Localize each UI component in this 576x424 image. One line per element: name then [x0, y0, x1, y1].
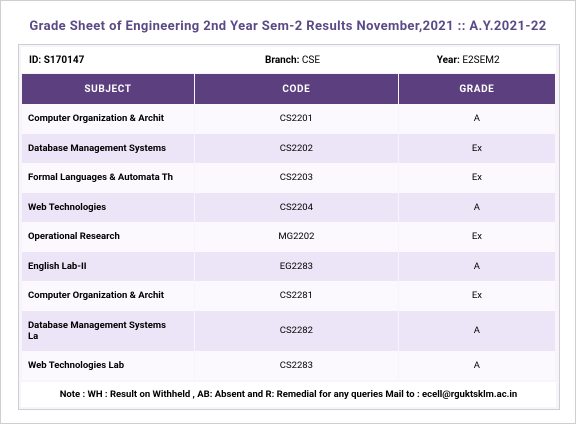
cell-code: MG2202	[195, 222, 398, 252]
cell-grade: A	[398, 104, 555, 134]
cell-text: Formal Languages & Automata Th	[28, 172, 173, 184]
cell-grade: Ex	[398, 133, 555, 163]
cell-grade: A	[398, 251, 555, 281]
info-label: ID:	[29, 54, 42, 66]
cell-text: Ex	[471, 290, 482, 302]
column-header: CODE	[195, 74, 398, 104]
info-item: Year: E2SEM2	[380, 55, 556, 66]
table-body: Computer Organization & Archit CS2201 A Dat…	[22, 104, 555, 380]
cell-text: A	[473, 325, 480, 336]
table-row: Database Management Systems La CS2282 A	[22, 310, 555, 351]
info-label: Year:	[436, 54, 460, 66]
cell-code: EG2283	[195, 251, 398, 281]
cell-subj: Web Technologies Lab	[22, 350, 194, 380]
cell-text: EG2283	[279, 260, 313, 272]
table-row: Database Management Systems CS2202 Ex	[22, 133, 555, 163]
cell-text: Web Technologies Lab	[28, 359, 125, 371]
cell-text: CS2283	[279, 359, 313, 371]
table-row: Computer Organization & Archit CS2281 Ex	[22, 281, 555, 311]
info-label: Branch:	[264, 54, 300, 66]
table-row: Web Technologies CS2204 A	[22, 192, 555, 222]
cell-text: CS2204	[279, 201, 313, 213]
table-row: Formal Languages & Automata Th CS2203 Ex	[22, 163, 555, 193]
cell-text: CS2202	[279, 142, 313, 154]
cell-text: CS2203	[279, 172, 313, 184]
info-item: Branch: CSE	[205, 55, 381, 66]
cell-text: Operational Research	[28, 231, 120, 243]
cell-subj: Web Technologies	[22, 192, 194, 222]
column-header: SUBJECT	[22, 74, 194, 104]
cell-text: Web Technologies	[28, 201, 107, 213]
table-row: Computer Organization & Archit CS2201 A	[22, 104, 555, 134]
cell-text: Ex	[471, 172, 482, 184]
cell-text: English Lab-II	[28, 260, 87, 272]
cell-grade: A	[398, 350, 555, 380]
cell-code: CS2283	[195, 350, 398, 380]
info-value: CSE	[301, 54, 321, 66]
cell-text: Computer Organization & Archit	[28, 113, 165, 125]
cell-text: A	[473, 113, 480, 125]
cell-code: CS2201	[195, 104, 398, 134]
column-header: GRADE	[398, 74, 555, 104]
cell-code: CS2202	[195, 133, 398, 163]
cell-grade: Ex	[398, 163, 555, 193]
cell-text: A	[473, 359, 480, 371]
table-row: English Lab-II EG2283 A	[22, 251, 555, 281]
note: Note : WH : Result on Withheld , AB: Abs…	[21, 382, 556, 407]
header-row: SUBJECT CODE GRADE	[22, 74, 555, 104]
cell-code: CS2203	[195, 163, 398, 193]
cell-grade: Ex	[398, 222, 555, 252]
table-row: Web Technologies Lab CS2283 A	[22, 350, 555, 380]
cell-code: CS2282	[195, 310, 398, 351]
table-row: Operational Research MG2202 Ex	[22, 222, 555, 252]
info-row: ID: S170147 Branch: CSE Year: E2SEM2	[21, 47, 556, 73]
cell-text: A	[473, 260, 480, 272]
cell-subj: Operational Research	[22, 222, 194, 252]
title: Grade Sheet of Engineering 2nd Year Sem-…	[29, 19, 547, 34]
cell-text: Database Management Systems La	[28, 319, 166, 342]
cell-grade: A	[398, 310, 555, 351]
cell-grade: A	[398, 192, 555, 222]
cell-text: Ex	[471, 142, 482, 154]
cell-text: CS2201	[279, 113, 313, 125]
cell-text: MG2202	[278, 231, 315, 243]
info-value: E2SEM2	[462, 54, 500, 66]
cell-subj: Computer Organization & Archit	[22, 281, 194, 311]
cell-text: Ex	[471, 231, 482, 243]
cell-text: Database Management Systems	[28, 142, 166, 154]
cell-subj: Database Management Systems La	[22, 310, 194, 351]
cell-subj: Computer Organization & Archit	[22, 104, 194, 134]
cell-subj: Database Management Systems	[22, 133, 194, 163]
cell-grade: Ex	[398, 281, 555, 311]
cell-text: CS2282	[279, 325, 313, 336]
grade-sheet: ID: S170147 Branch: CSE Year: E2SEM2 SUBJE…	[18, 44, 560, 410]
cell-subj: English Lab-II	[22, 251, 194, 281]
cell-text: CS2281	[279, 290, 313, 302]
cell-text: Computer Organization & Archit	[28, 290, 165, 302]
info-value: S170147	[43, 54, 85, 66]
info-item: ID: S170147	[21, 55, 205, 66]
grade-table: SUBJECT CODE GRADE Computer Organization &…	[21, 74, 556, 380]
cell-text: A	[473, 201, 480, 213]
cell-code: CS2281	[195, 281, 398, 311]
cell-subj: Formal Languages & Automata Th	[22, 163, 194, 193]
cell-code: CS2204	[195, 192, 398, 222]
